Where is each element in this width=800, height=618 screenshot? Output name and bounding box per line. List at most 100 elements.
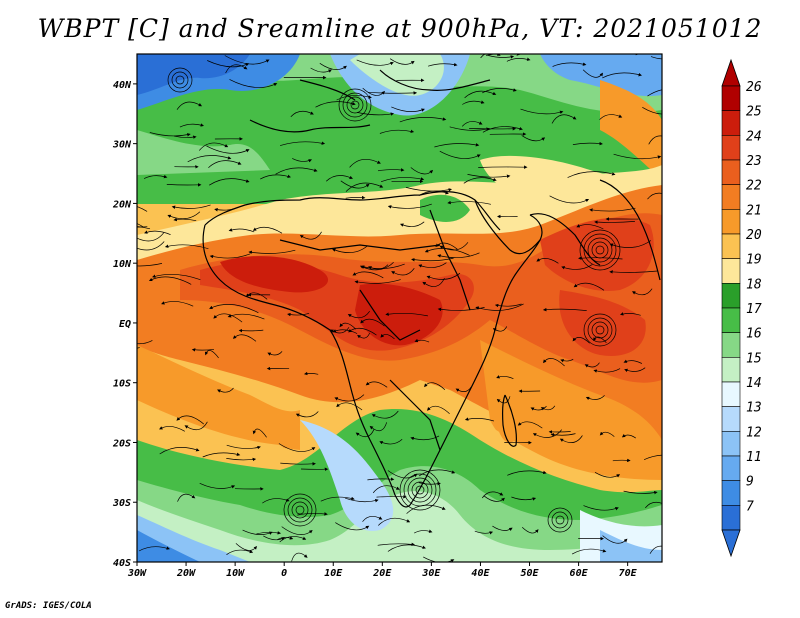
streamline bbox=[418, 482, 441, 486]
streamline bbox=[492, 326, 508, 332]
streamline bbox=[199, 482, 236, 489]
streamline bbox=[379, 439, 403, 445]
lon-tick-label: 20W bbox=[176, 568, 196, 579]
streamline bbox=[410, 435, 440, 441]
colorbar-swatch bbox=[721, 85, 741, 111]
vortex-ring bbox=[555, 515, 565, 525]
vortex-ring bbox=[579, 229, 621, 271]
streamline bbox=[377, 168, 405, 172]
streamline bbox=[336, 402, 363, 411]
streamline bbox=[335, 522, 370, 531]
streamline bbox=[367, 477, 395, 481]
streamline bbox=[209, 304, 259, 314]
streamline bbox=[550, 433, 576, 437]
streamline bbox=[362, 515, 383, 522]
streamline bbox=[369, 422, 388, 432]
colorbar-swatch bbox=[721, 258, 741, 284]
colorbar: 26 25 24 23 22 21 20 19 18 17 16 15 14 13 12 11 9 7 bbox=[721, 58, 762, 558]
streamline bbox=[530, 405, 547, 411]
streamline bbox=[602, 72, 642, 79]
vortex-ring bbox=[171, 71, 189, 89]
vortex-ring bbox=[403, 473, 437, 507]
vortex-ring bbox=[415, 485, 425, 495]
streamline bbox=[320, 496, 355, 502]
streamline bbox=[609, 270, 658, 274]
streamline bbox=[411, 257, 454, 262]
lon-tick-label: 20E bbox=[372, 568, 392, 579]
streamline bbox=[521, 135, 546, 142]
streamline bbox=[464, 417, 495, 422]
streamline bbox=[439, 150, 481, 159]
streamline bbox=[228, 228, 255, 233]
streamline bbox=[427, 405, 450, 414]
streamline bbox=[631, 288, 653, 296]
streamline bbox=[137, 241, 165, 251]
colorbar-label: 22 bbox=[746, 179, 762, 194]
streamline bbox=[226, 457, 257, 462]
streamline bbox=[517, 421, 543, 429]
streamline bbox=[583, 505, 619, 511]
vortex-ring bbox=[583, 313, 617, 347]
streamline bbox=[281, 526, 313, 535]
colorbar-swatch bbox=[721, 159, 741, 185]
colorbar-top-arrow bbox=[721, 58, 741, 87]
streamline bbox=[602, 535, 628, 544]
streamline bbox=[589, 207, 636, 212]
streamline bbox=[166, 183, 202, 187]
streamline bbox=[280, 462, 316, 466]
vortex-ring bbox=[407, 477, 433, 503]
streamline bbox=[439, 242, 469, 251]
vortex-ring bbox=[350, 100, 360, 110]
streamline bbox=[354, 279, 401, 284]
streamline bbox=[238, 328, 264, 333]
streamline bbox=[410, 167, 434, 175]
streamline bbox=[242, 529, 273, 535]
streamline bbox=[612, 458, 631, 463]
streamline bbox=[252, 428, 267, 438]
streamline bbox=[521, 527, 539, 534]
lat-tick-label: 30N bbox=[112, 140, 132, 151]
streamline bbox=[481, 491, 504, 499]
streamline bbox=[347, 311, 370, 319]
streamline bbox=[159, 426, 185, 432]
streamline bbox=[248, 249, 296, 255]
colorbar-swatch bbox=[721, 455, 741, 481]
colorbar-label: 26 bbox=[746, 80, 762, 95]
streamline bbox=[532, 429, 562, 438]
streamline bbox=[478, 165, 528, 169]
streamline bbox=[492, 525, 513, 532]
streamline bbox=[488, 55, 515, 59]
streamline bbox=[418, 469, 456, 477]
lat-tick-label: 30S bbox=[112, 498, 131, 509]
streamline bbox=[593, 336, 607, 344]
streamline bbox=[648, 135, 662, 145]
streamline bbox=[496, 396, 511, 404]
streamline bbox=[599, 431, 615, 437]
streamline bbox=[551, 114, 577, 124]
streamline bbox=[263, 535, 285, 541]
streamline bbox=[138, 546, 170, 552]
colorbar-label: 20 bbox=[746, 228, 762, 243]
streamline bbox=[463, 177, 497, 184]
streamline bbox=[303, 371, 319, 376]
vortex-ring bbox=[551, 511, 569, 529]
streamline bbox=[356, 59, 394, 66]
streamline bbox=[325, 175, 354, 182]
lat-tick-label: 40N bbox=[113, 80, 132, 91]
streamline bbox=[474, 530, 494, 535]
colorbar-swatch bbox=[721, 406, 741, 432]
colorbar-label: 19 bbox=[746, 253, 762, 268]
lat-tick-label: 20S bbox=[112, 438, 131, 449]
vortex-ring bbox=[411, 481, 429, 499]
streamline bbox=[148, 276, 192, 285]
lat-tick-label: 10N bbox=[113, 259, 132, 270]
streamline bbox=[287, 312, 310, 317]
streamline bbox=[385, 312, 428, 317]
streamline bbox=[143, 174, 168, 179]
streamline bbox=[159, 447, 200, 455]
latitude-axis: 40N 30N 20N 10N EQ 10S 20S 30S 40S bbox=[112, 80, 137, 569]
streamline bbox=[362, 87, 385, 96]
streamline bbox=[262, 498, 290, 504]
streamline bbox=[330, 327, 350, 334]
streamline bbox=[199, 142, 229, 151]
